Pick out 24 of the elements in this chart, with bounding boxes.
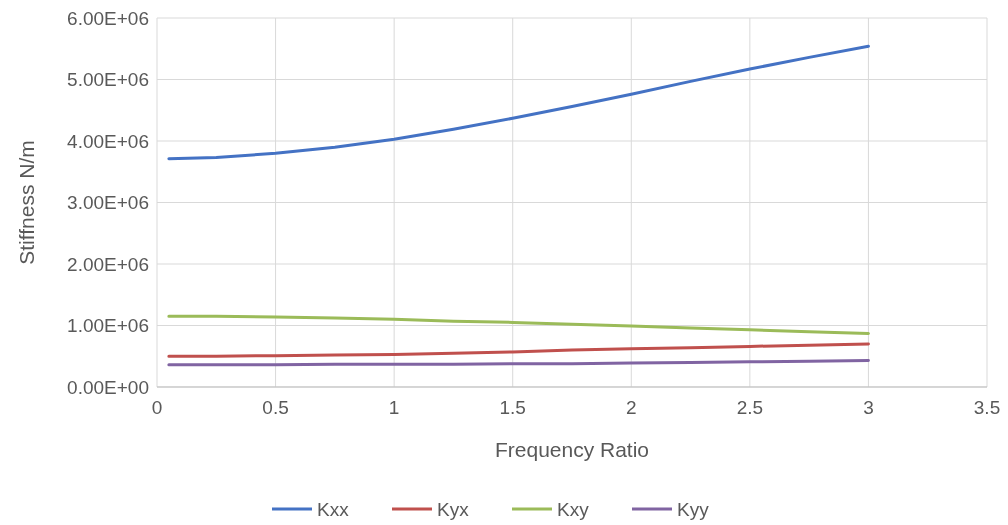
legend-label: Kxy xyxy=(557,498,590,520)
line-series xyxy=(167,44,870,161)
y-tick-label: 2.00E+06 xyxy=(67,253,149,275)
x-axis-title: Frequency Ratio xyxy=(494,438,650,461)
x-tick-label: 2.5 xyxy=(736,397,764,418)
y-tick-label: 0.00E+00 xyxy=(67,376,149,398)
y-tick-label: 5.00E+06 xyxy=(67,69,149,91)
y-tick-label: 1.00E+06 xyxy=(67,315,149,337)
x-tick-label: 3 xyxy=(863,397,874,418)
x-tick-label: 1.5 xyxy=(499,397,526,418)
x-tick-label: 3.5 xyxy=(973,397,1001,418)
x-tick-label: 0.5 xyxy=(262,397,289,418)
y-tick-label: 6.00E+06 xyxy=(67,7,149,29)
legend-label: Kxx xyxy=(317,498,350,520)
y-tick-label: 4.00E+06 xyxy=(67,130,149,152)
x-tick-label: 2 xyxy=(626,397,637,418)
line-series xyxy=(167,342,870,358)
y-tick-label: 3.00E+06 xyxy=(67,192,149,214)
legend-label: Kyy xyxy=(677,498,710,520)
legend-label: Kyx xyxy=(437,498,470,520)
x-tick-label: 0 xyxy=(151,397,163,418)
line-series xyxy=(167,314,870,335)
x-tick-label: 1 xyxy=(388,397,400,418)
y-axis-title: Stiffness N/m xyxy=(15,140,38,265)
